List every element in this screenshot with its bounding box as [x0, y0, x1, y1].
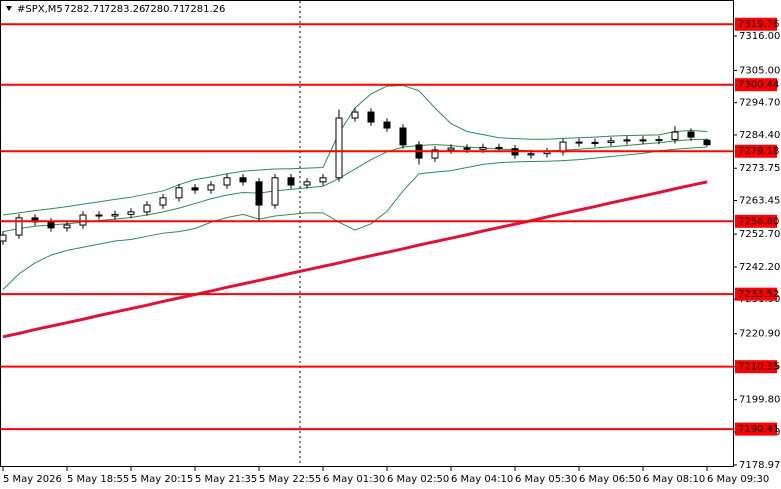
y-tick-label: 7284.40 [739, 130, 780, 141]
candle-body [527, 153, 535, 156]
level-label: 7233.52 [738, 289, 779, 300]
candle-body [687, 131, 695, 138]
candle-body [479, 146, 487, 150]
candle-body [223, 177, 231, 186]
candle-body [271, 177, 279, 206]
candle-body [399, 127, 407, 146]
candle-body [175, 187, 183, 199]
header-high: 7283.26 [104, 4, 145, 15]
header-icon [6, 6, 12, 11]
candle-body [111, 213, 119, 217]
candle-body [575, 141, 583, 144]
candle-body [351, 111, 359, 119]
symbol: #SPX,M5 [17, 4, 63, 15]
candle-body [255, 181, 263, 206]
candle-body [671, 131, 679, 141]
header-open: 7282.71 [64, 4, 105, 15]
candle-body [447, 147, 455, 151]
candle-body [95, 214, 103, 217]
level-label: 7300.44 [738, 80, 779, 91]
y-tick-label: 7252.70 [739, 229, 780, 240]
y-tick-label: 7199.80 [739, 395, 780, 406]
y-tick-label: 7263.45 [739, 195, 780, 206]
candle-body [639, 139, 647, 142]
candle-body [127, 211, 135, 215]
level-label-box [735, 17, 777, 31]
x-tick-label: 5 May 18:55 [67, 474, 129, 485]
x-tick-label: 6 May 04:10 [451, 474, 513, 485]
indicator-line [2, 180, 708, 339]
x-tick-label: 6 May 09:30 [707, 474, 769, 485]
x-tick-label: 6 May 05:30 [515, 474, 577, 485]
candle-body [495, 146, 503, 150]
candle-body [431, 149, 439, 159]
candle-body [623, 139, 631, 142]
candle-body [239, 177, 247, 183]
candle-body [591, 141, 599, 144]
y-tick-label: 7273.75 [739, 163, 780, 174]
level-label-box [735, 287, 777, 301]
x-tick-label: 6 May 06:50 [579, 474, 641, 485]
candle-body [303, 181, 311, 186]
y-tick-label: 7294.70 [739, 98, 780, 109]
candle-body [367, 111, 375, 123]
candle-body [15, 217, 23, 236]
x-tick-label: 5 May 22:55 [259, 474, 321, 485]
x-tick-label: 5 May 20:15 [131, 474, 193, 485]
candle-body [143, 204, 151, 213]
level-label-box [735, 360, 777, 374]
candle-body [0, 234, 7, 242]
level-label: 7279.18 [738, 146, 779, 157]
level-label-box [735, 78, 777, 92]
candle-body [47, 221, 55, 229]
indicator-line [2, 138, 708, 233]
candle-body [79, 214, 87, 226]
x-tick-label: 5 May 21:35 [195, 474, 257, 485]
y-tick-label: 7220.90 [739, 329, 780, 340]
y-tick-label: 7242.20 [739, 262, 780, 273]
plot-frame [0, 0, 734, 467]
header-close: 7281.26 [184, 4, 225, 15]
candle-body [207, 184, 215, 191]
level-label: 7256.80 [738, 216, 779, 227]
indicator-line [2, 146, 708, 290]
level-label-box [735, 144, 777, 158]
level-label: 7210.35 [738, 362, 779, 373]
candle-body [191, 187, 199, 191]
x-tick-label: 6 May 01:30 [323, 474, 385, 485]
x-tick-label: 6 May 08:10 [643, 474, 705, 485]
candle-body [335, 117, 343, 179]
level-label-box [735, 214, 777, 228]
y-tick-label: 7305.00 [739, 65, 780, 76]
candle-body [159, 197, 167, 206]
x-tick-label: 6 May 02:50 [387, 474, 449, 485]
candle-body [655, 139, 663, 142]
level-label: 7190.41 [738, 424, 779, 435]
candle-body [463, 147, 471, 150]
candle-body [607, 140, 615, 143]
candle-body [63, 224, 71, 229]
y-tick-label: 7316.00 [739, 31, 780, 42]
header-low: 7280.71 [144, 4, 185, 15]
level-label-box [735, 422, 777, 436]
level-label: 7319.76 [738, 19, 779, 30]
candle-body [287, 177, 295, 186]
x-tick-label: 5 May 2026 [3, 474, 62, 485]
candle-body [703, 139, 711, 146]
y-tick-label: 7178.97 [739, 460, 780, 471]
candle-body [319, 177, 327, 183]
candle-body [383, 121, 391, 129]
